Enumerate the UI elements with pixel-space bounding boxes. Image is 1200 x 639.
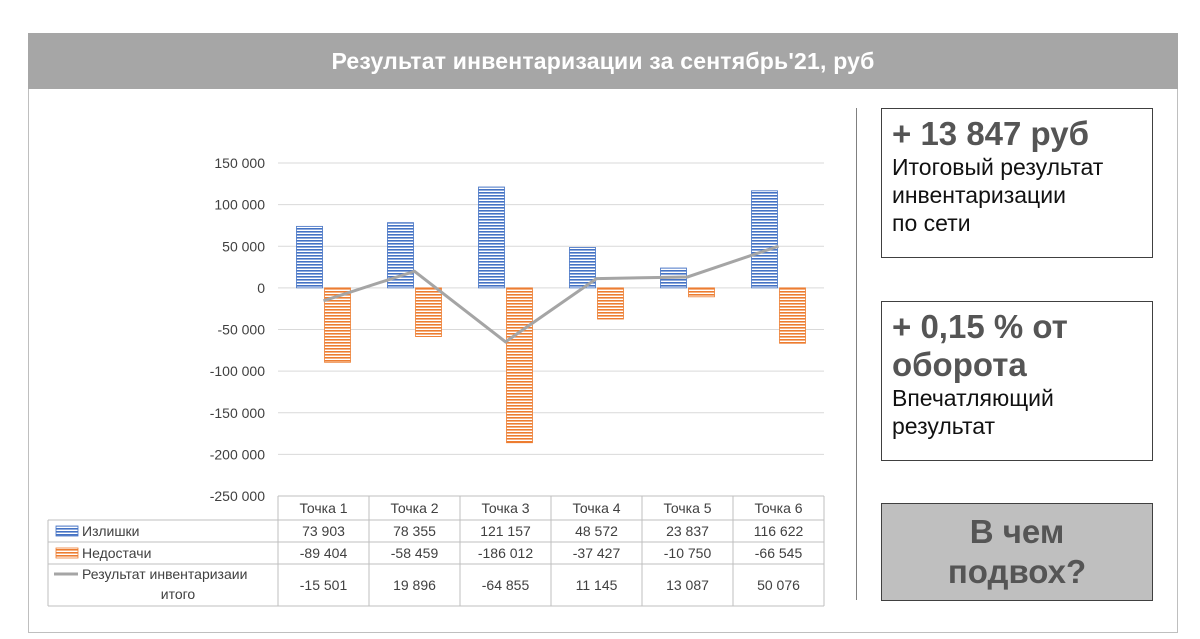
legend-label: итого xyxy=(161,586,196,602)
y-tick-label: 150 000 xyxy=(214,155,265,171)
category-label: Точка 4 xyxy=(572,500,620,516)
surplus-bar xyxy=(478,186,505,289)
turnover-share-value-2: оборота xyxy=(892,346,1027,383)
table-cell-value: 78 355 xyxy=(393,523,436,539)
surplus-bar xyxy=(751,190,778,289)
legend-key-shortage xyxy=(55,547,79,559)
total-result-card: + 13 847 руб Итоговый результат инвентар… xyxy=(881,108,1153,258)
whats-the-catch-button[interactable]: В чем подвох? xyxy=(881,503,1153,601)
shortage-bar xyxy=(597,287,624,320)
table-cell-value: 116 622 xyxy=(754,523,804,539)
total-result-caption-1: Итоговый результат xyxy=(892,154,1104,180)
table-cell-value: 73 903 xyxy=(302,523,345,539)
button-label-2: подвох? xyxy=(947,553,1087,590)
y-tick-label: -200 000 xyxy=(210,446,265,462)
y-tick-label: -150 000 xyxy=(210,405,265,421)
turnover-share-caption-2: результат xyxy=(892,413,996,439)
vertical-separator xyxy=(856,108,857,600)
category-label: Точка 6 xyxy=(754,500,802,516)
table-cell-value: 50 076 xyxy=(757,577,800,593)
shortage-bar xyxy=(779,287,806,344)
surplus-bar xyxy=(296,225,323,289)
table-cell-value: -89 404 xyxy=(300,545,348,561)
legend-key-surplus xyxy=(55,525,79,537)
total-result-caption-3: по сети xyxy=(892,210,971,236)
table-cell-value: 19 896 xyxy=(393,577,436,593)
table-cell-value: 11 145 xyxy=(576,577,618,593)
y-tick-label: 0 xyxy=(257,280,265,296)
total-result-value: + 13 847 руб xyxy=(892,115,1090,152)
y-tick-label: 50 000 xyxy=(222,238,265,254)
y-tick-label: 100 000 xyxy=(214,197,265,213)
inventory-chart: 150 000 100 000 50 000 0 -50 000 -100 000 -150… xyxy=(47,155,825,607)
legend-label: Излишки xyxy=(82,523,140,539)
turnover-share-caption-1: Впечатляющий xyxy=(892,385,1054,411)
table-cell-value: -64 855 xyxy=(482,577,530,593)
legend-label: Недостачи xyxy=(82,545,151,561)
category-label: Точка 3 xyxy=(481,500,529,516)
table-cell-value: -37 427 xyxy=(573,545,621,561)
table-cell-value: -66 545 xyxy=(755,545,803,561)
y-tick-label: -100 000 xyxy=(210,363,265,379)
table-cell-value: -10 750 xyxy=(664,545,712,561)
table-cell-value: 13 087 xyxy=(666,577,709,593)
table-cell-value: 23 837 xyxy=(666,523,709,539)
total-result-line xyxy=(323,244,779,344)
table-cell-value: -15 501 xyxy=(300,577,348,593)
total-result-caption-2: инвентаризации xyxy=(892,182,1066,208)
category-label: Точка 2 xyxy=(390,500,438,516)
shortage-bar xyxy=(415,287,442,337)
legend-label: Результат инвентаризаии xyxy=(82,566,247,582)
slide-title: Результат инвентаризации за сентябрь'21,… xyxy=(28,33,1178,89)
table-cell-value: 48 572 xyxy=(575,523,618,539)
turnover-share-card: + 0,15 % от оборота Впечатляющий результ… xyxy=(881,301,1153,461)
shortage-bar xyxy=(506,287,533,444)
table-cell-value: 121 157 xyxy=(480,523,531,539)
button-label-1: В чем xyxy=(969,513,1065,550)
turnover-share-value-1: + 0,15 % от xyxy=(892,308,1068,345)
shortage-bar xyxy=(688,287,715,298)
category-label: Точка 5 xyxy=(663,500,711,516)
category-label: Точка 1 xyxy=(299,500,347,516)
y-tick-label: -50 000 xyxy=(218,322,266,338)
table-cell-value: -58 459 xyxy=(391,545,439,561)
y-tick-label: -250 000 xyxy=(210,488,265,504)
table-cell-value: -186 012 xyxy=(478,545,533,561)
